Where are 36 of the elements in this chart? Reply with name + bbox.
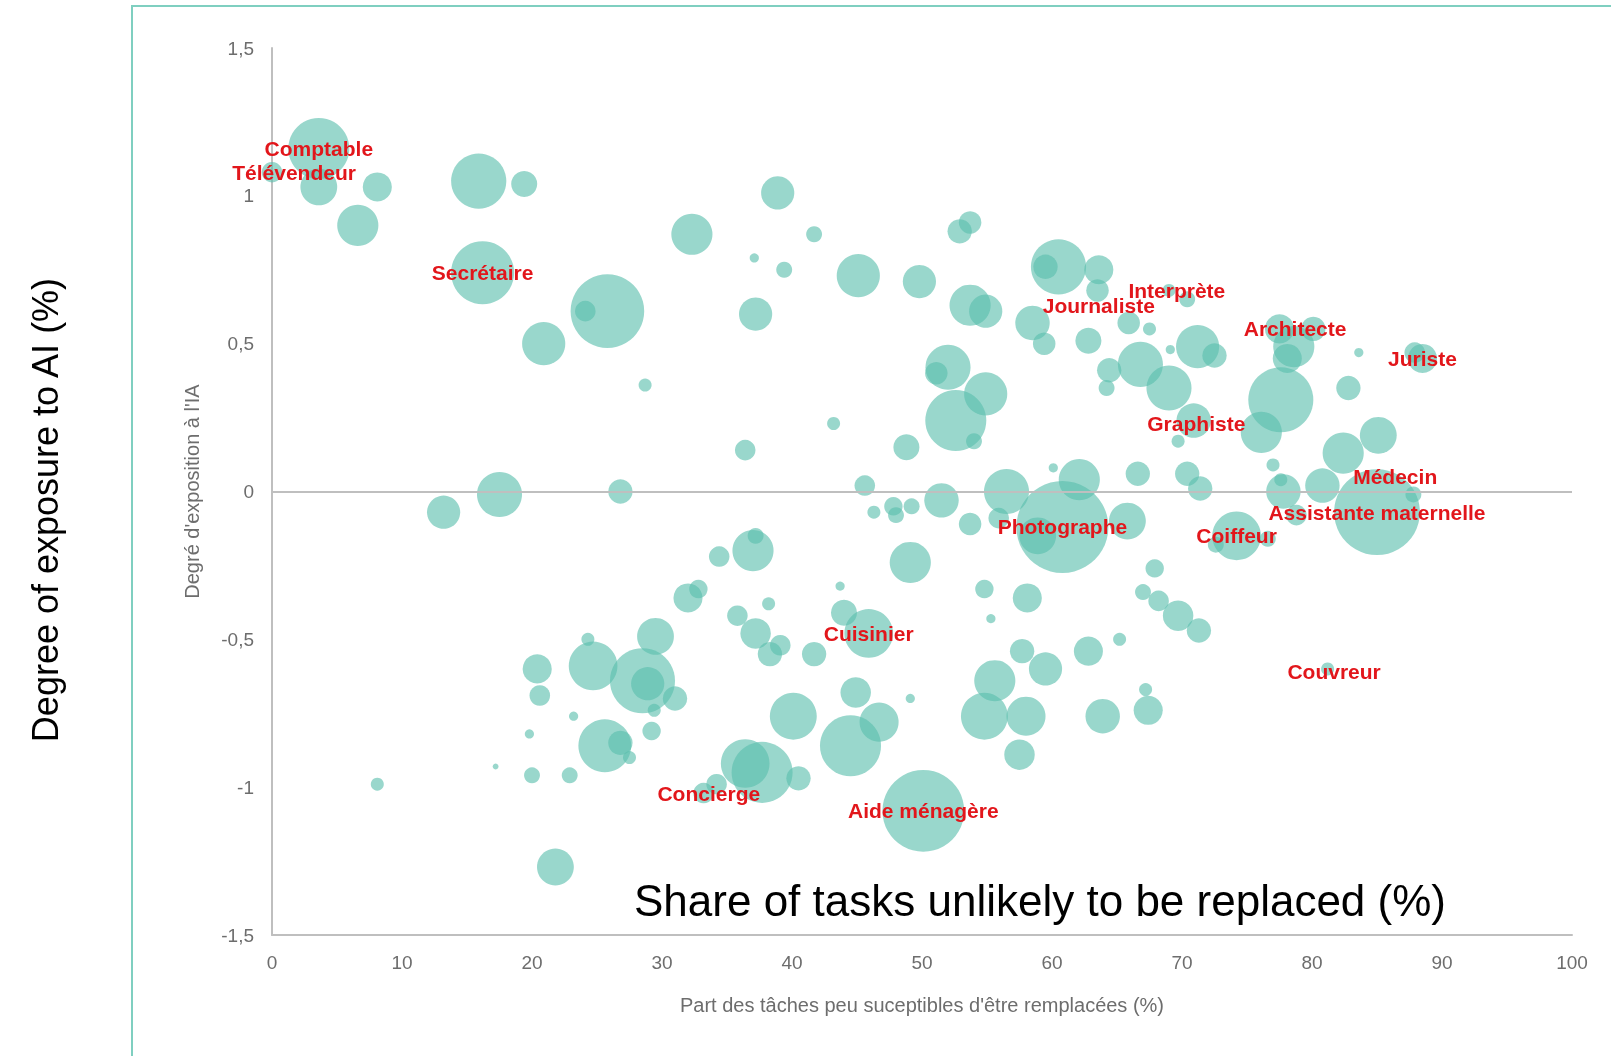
annotation: Télévendeur xyxy=(232,160,356,184)
x-tick-label: 40 xyxy=(781,952,803,973)
annotation: Photographe xyxy=(997,515,1128,539)
annotation: Comptable xyxy=(264,137,374,161)
x-tick-label: 70 xyxy=(1171,952,1193,973)
x-tick-label: 50 xyxy=(911,952,933,973)
y-tick-label: 1,5 xyxy=(227,37,254,59)
y-tick-label: 0 xyxy=(243,481,254,502)
y-tick-label: -1,5 xyxy=(221,924,254,946)
annotation: Assistante maternelle xyxy=(1268,500,1486,524)
annotation: Couvreur xyxy=(1287,660,1381,684)
x-tick-label: 100 xyxy=(1556,952,1588,973)
x-axis-title: Part des tâches peu suceptibles d'être remplacées (%) xyxy=(679,994,1165,1016)
y-tick-label: 1 xyxy=(243,185,254,207)
annotation: Aide ménagère xyxy=(848,799,999,823)
annotation: Secrétaire xyxy=(431,261,534,285)
x-tick-label: 90 xyxy=(1431,952,1453,973)
x-tick-label: 20 xyxy=(521,952,543,973)
annotation: Coiffeur xyxy=(1196,524,1277,548)
annotation: Share of tasks unlikely to be replaced (%) xyxy=(634,875,1446,925)
x-tick-label: 0 xyxy=(266,952,278,973)
annotation: Juriste xyxy=(1388,346,1457,370)
x-tick-label: 10 xyxy=(391,952,413,973)
x-tick-label: 60 xyxy=(1041,952,1063,973)
y-tick-label: -1 xyxy=(237,776,254,798)
annotation: Graphiste xyxy=(1147,412,1246,435)
y-tick-label: -0,5 xyxy=(221,628,254,650)
annotation: Médecin xyxy=(1353,465,1438,489)
x-tick-label: 80 xyxy=(1301,952,1323,973)
y-axis-title: Degré d'exposition à l'IA xyxy=(181,383,203,599)
annotation: Architecte xyxy=(1243,317,1347,341)
annotation: Concierge xyxy=(657,781,761,805)
annotation: Cuisinier xyxy=(823,621,914,645)
text: Degree of exposure to AI (%) xyxy=(24,277,66,743)
y-tick-label: 0,5 xyxy=(227,333,254,355)
x-tick-label: 30 xyxy=(651,952,673,973)
